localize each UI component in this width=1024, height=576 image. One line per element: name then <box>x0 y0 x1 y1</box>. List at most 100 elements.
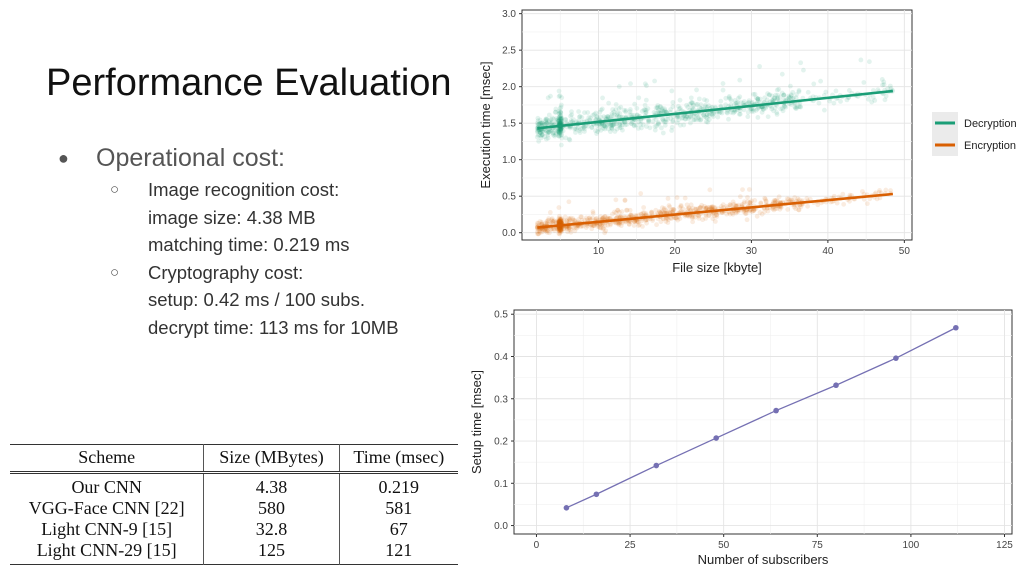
data-point <box>774 111 780 117</box>
data-point <box>557 213 562 219</box>
data-point <box>558 227 564 233</box>
cell-time: 0.219 <box>338 472 458 498</box>
data-point <box>557 218 563 224</box>
table-row: Light CNN-9 [15] 32.8 67 <box>10 519 458 540</box>
data-point <box>636 95 642 101</box>
data-point <box>558 116 564 122</box>
data-point <box>686 214 692 219</box>
data-point <box>701 203 707 209</box>
data-point <box>661 216 666 222</box>
data-point <box>617 123 623 129</box>
y-tick-label: 2.5 <box>502 46 516 57</box>
data-point <box>594 113 600 119</box>
data-point <box>557 220 563 226</box>
data-point <box>558 118 564 124</box>
data-point <box>734 203 740 209</box>
data-point <box>555 118 561 124</box>
data-point <box>544 219 549 225</box>
data-point <box>794 92 799 97</box>
data-point <box>696 213 702 218</box>
data-point <box>566 224 572 230</box>
data-point <box>608 120 614 126</box>
data-point <box>670 118 676 123</box>
data-point <box>564 225 569 230</box>
data-point <box>741 107 747 113</box>
data-point <box>702 104 708 110</box>
data-point <box>622 197 628 203</box>
data-point <box>570 217 576 223</box>
data-point <box>581 124 587 130</box>
data-point <box>548 226 554 232</box>
data-point <box>554 116 559 121</box>
data-point <box>688 114 693 120</box>
data-point <box>670 209 676 215</box>
data-point <box>546 218 551 223</box>
data-point <box>801 67 806 73</box>
data-point <box>571 225 577 231</box>
data-point <box>590 209 596 215</box>
data-point <box>775 97 780 103</box>
data-point <box>665 196 671 201</box>
data-point <box>617 220 623 225</box>
data-point <box>777 94 783 100</box>
data-point <box>737 111 743 117</box>
data-point <box>600 125 606 131</box>
data-point <box>620 122 626 128</box>
data-point <box>686 205 692 210</box>
data-point <box>540 227 546 233</box>
data-point <box>556 129 562 135</box>
data-point <box>558 127 564 133</box>
data-point <box>869 99 875 105</box>
data-point <box>657 209 663 215</box>
data-point <box>663 119 669 125</box>
data-point <box>640 210 646 216</box>
data-point <box>755 96 761 102</box>
data-point <box>536 138 542 144</box>
data-point <box>727 202 733 208</box>
data-point <box>652 127 658 133</box>
cell-size: 4.38 <box>203 472 340 498</box>
data-point <box>558 219 564 225</box>
data-point <box>644 124 649 129</box>
data-point <box>643 110 649 115</box>
data-point <box>566 218 572 224</box>
data-point <box>728 203 734 209</box>
data-point <box>714 212 720 218</box>
sub-bullet-list: ○ Image recognition cost: image size: 4.… <box>96 176 399 341</box>
data-point <box>877 188 882 193</box>
data-point <box>619 209 625 215</box>
data-point <box>710 204 716 210</box>
y-tick-label: 1.0 <box>502 155 516 166</box>
data-point <box>629 112 634 118</box>
data-point <box>729 210 735 216</box>
data-point <box>631 123 637 129</box>
data-point <box>643 110 649 116</box>
data-point <box>535 128 540 134</box>
data-point <box>677 97 683 103</box>
data-point <box>688 113 694 119</box>
data-point <box>586 215 592 221</box>
data-point <box>786 93 792 99</box>
data-point <box>779 204 784 210</box>
data-point <box>546 112 552 118</box>
data-point <box>558 228 564 234</box>
y-tick-label: 0.4 <box>494 352 508 363</box>
data-point <box>760 106 766 112</box>
data-point <box>610 122 615 128</box>
data-point <box>734 100 740 106</box>
data-point <box>789 198 795 203</box>
data-point <box>534 134 540 140</box>
data-point <box>692 117 697 123</box>
x-tick-label: 10 <box>593 246 605 257</box>
data-point <box>765 208 771 214</box>
data-point <box>635 125 641 131</box>
data-point <box>590 210 596 216</box>
data-point <box>534 129 540 135</box>
data-point <box>866 59 872 65</box>
data-point <box>622 119 628 125</box>
data-point <box>558 128 564 134</box>
data-point <box>568 118 574 124</box>
data-point <box>739 202 745 207</box>
data-point <box>551 132 556 138</box>
data-point <box>790 89 796 95</box>
